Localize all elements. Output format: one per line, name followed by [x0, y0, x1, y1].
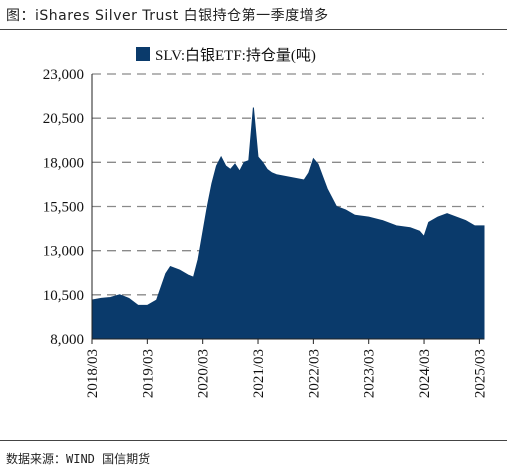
y-tick-label: 20,500 [43, 111, 84, 127]
x-tick-label: 2020/03 [196, 349, 212, 398]
top-rule [0, 29, 507, 30]
figure-title: 图：iShares Silver Trust 白银持仓第一季度增多 [6, 8, 329, 24]
axis-layer: 8,000 10,500 13,000 15,500 18,000 20,500 23,00… [43, 67, 489, 398]
y-tick-label: 15,500 [43, 200, 84, 216]
x-tick-label: 2019/03 [140, 349, 156, 398]
legend-swatch [136, 47, 150, 61]
y-tick-label: 18,000 [43, 155, 84, 171]
y-tick-label: 10,500 [43, 288, 84, 304]
x-tick-label: 2022/03 [306, 349, 322, 398]
legend: SLV:白银ETF:持仓量(吨) [136, 47, 316, 64]
x-tick-label: 2024/03 [417, 349, 433, 398]
series-area-slv-holdings [91, 107, 485, 340]
x-tick-label: 2023/03 [362, 349, 378, 398]
x-tick-label: 2025/03 [472, 349, 488, 398]
x-tick-label: 2021/03 [251, 349, 267, 398]
legend-label: SLV:白银ETF:持仓量(吨) [155, 47, 316, 64]
y-tick-label: 13,000 [43, 244, 84, 260]
area-layer [91, 107, 485, 340]
silver-etf-holdings-chart: 8,000 10,500 13,000 15,500 18,000 20,500 23,00… [43, 47, 489, 398]
x-tick-label: 2018/03 [85, 349, 101, 398]
y-tick-label: 23,000 [43, 67, 84, 83]
y-tick-label: 8,000 [50, 332, 84, 348]
data-source-note: 数据来源：WIND 国信期货 [6, 452, 151, 466]
bottom-rule [0, 440, 507, 441]
